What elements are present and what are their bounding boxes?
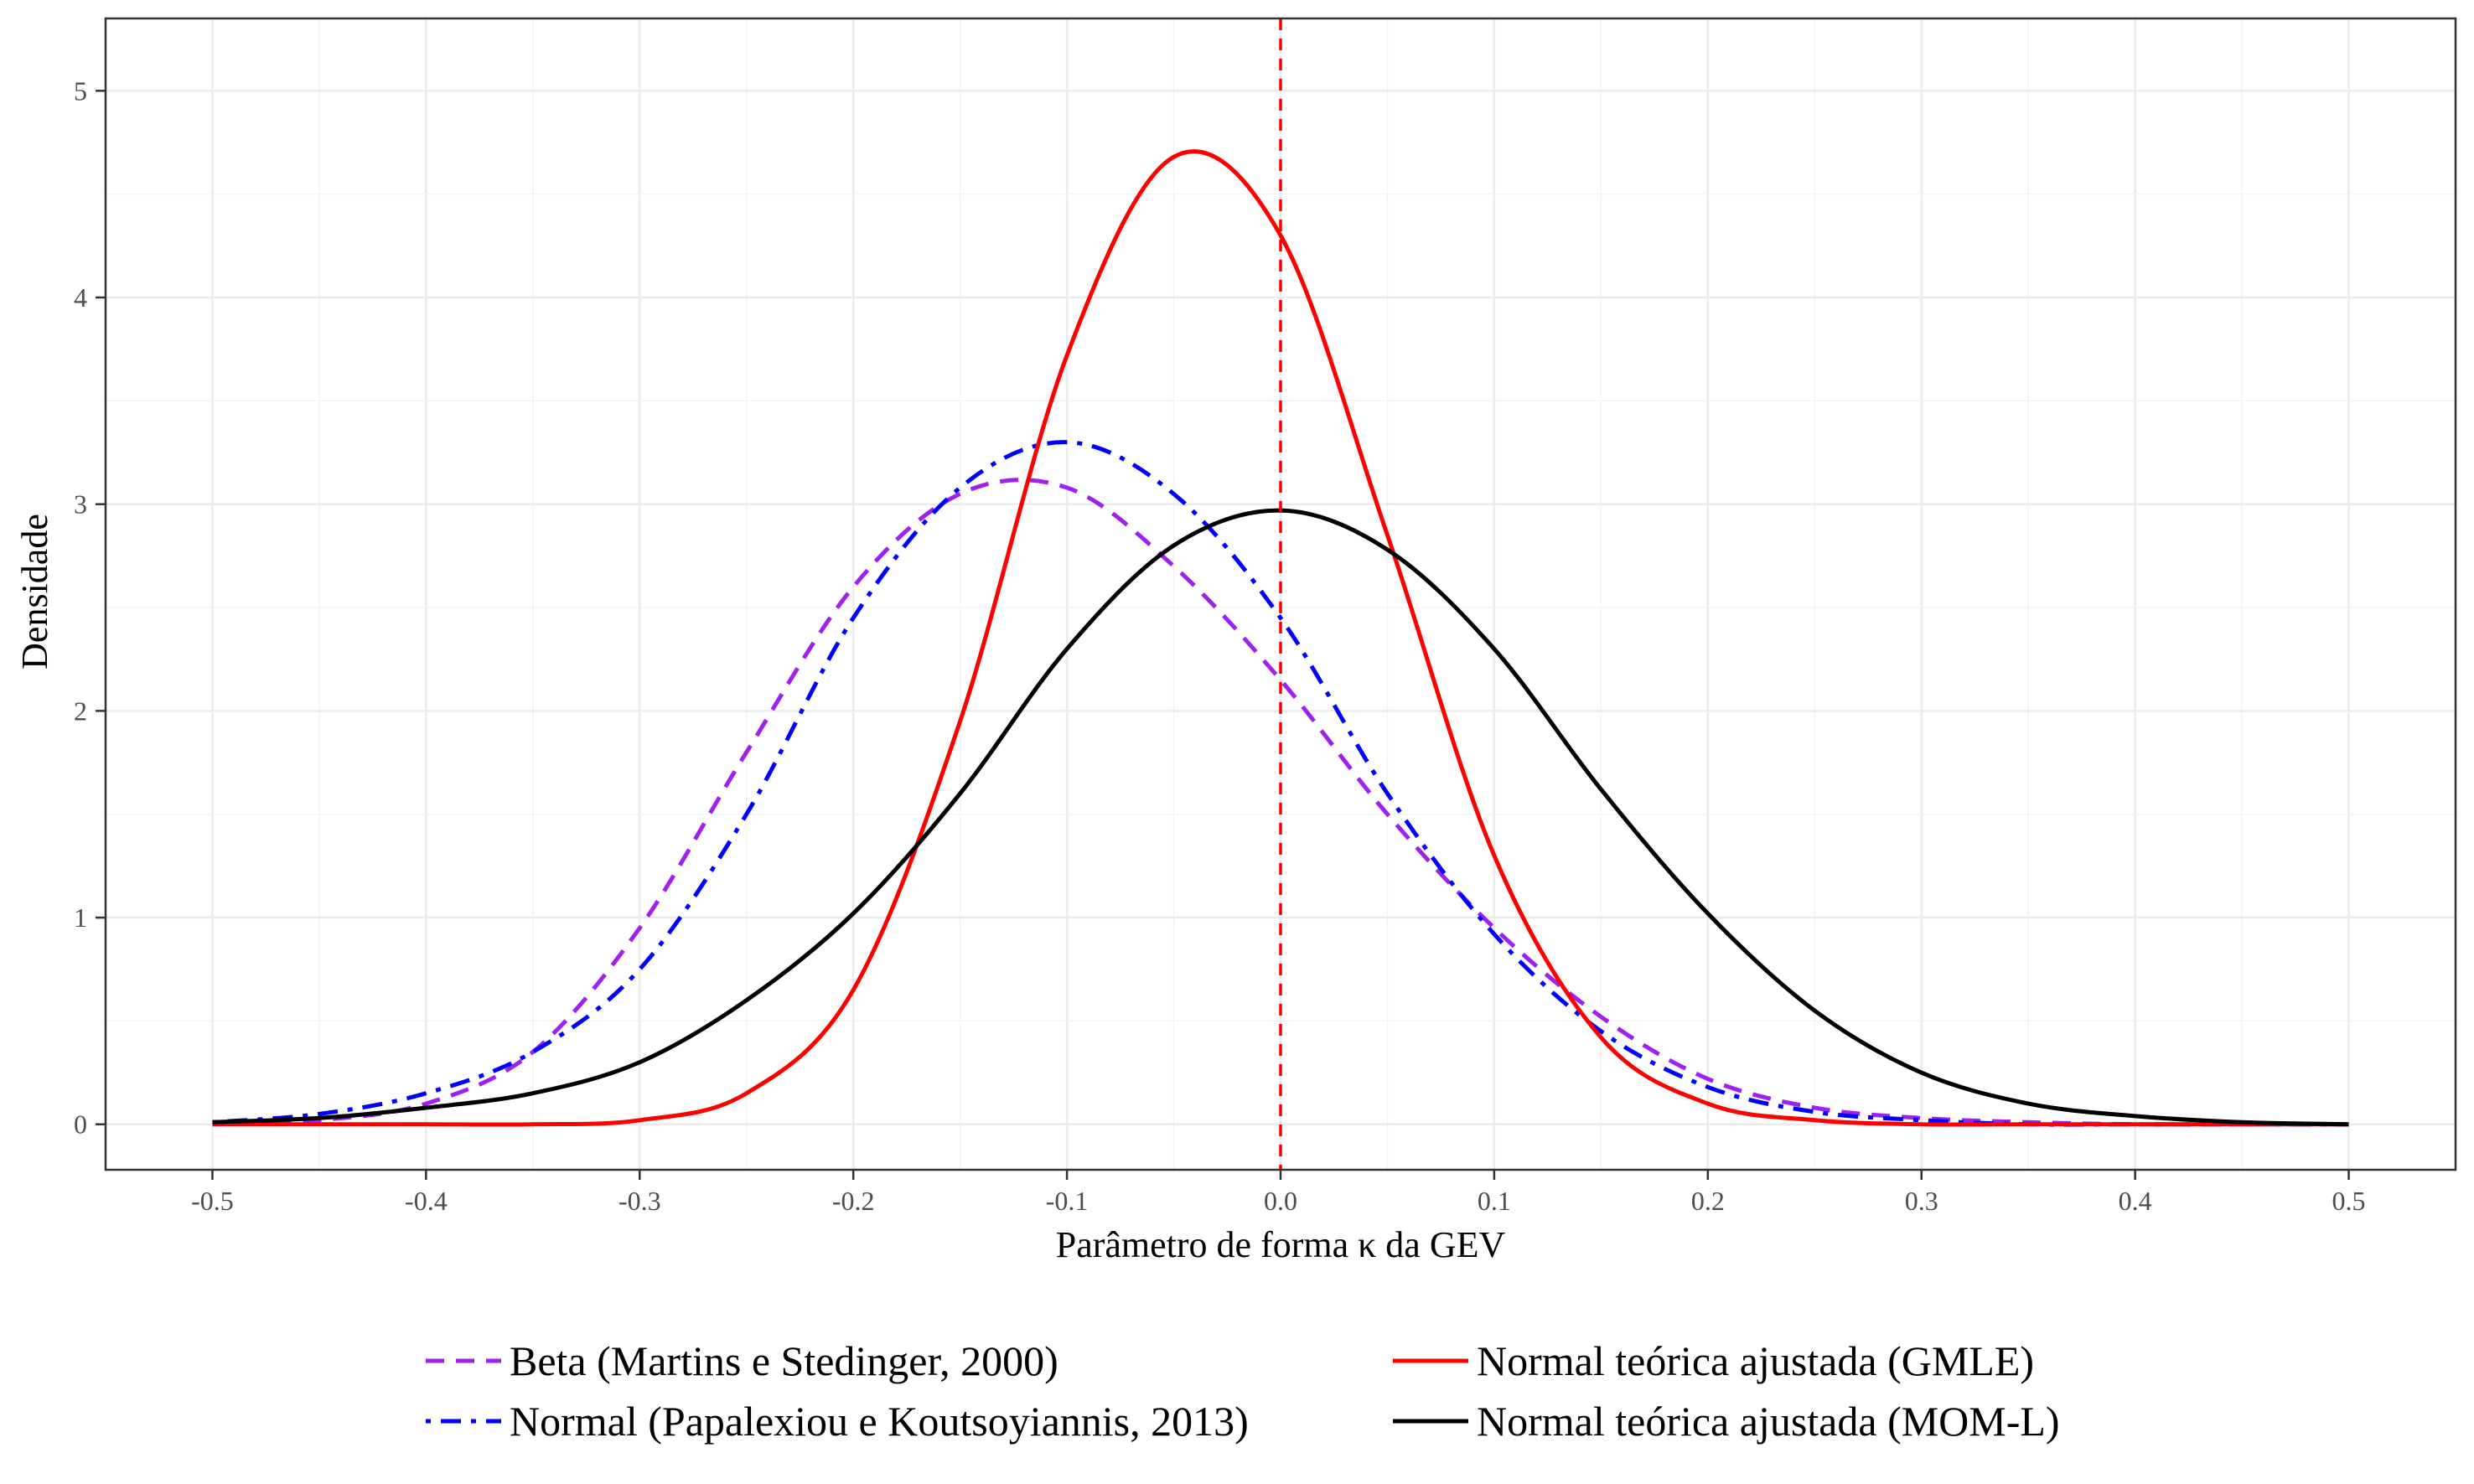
x-axis-ticks: -0.5 -0.4 -0.3 -0.2 -0.1 0.0 0.1 0.2 0.3 0.4 0.5 — [191, 1170, 2366, 1216]
y-tick-label: 4 — [74, 282, 87, 313]
legend-label-normal-teorica-ajustada-mom-l: Normal teórica ajustada (MOM-L) — [1477, 1398, 2060, 1445]
y-tick-label: 3 — [74, 489, 87, 520]
x-tick-label: -0.4 — [405, 1186, 448, 1216]
y-tick-label: 0 — [74, 1109, 87, 1140]
x-tick-label: 0.1 — [1478, 1186, 1511, 1216]
x-tick-label: -0.3 — [618, 1186, 661, 1216]
legend-label-normal-papalexiou-e-koutsoyiannis-2013: Normal (Papalexiou e Koutsoyiannis, 2013… — [510, 1398, 1249, 1445]
y-axis-title: Densidade — [14, 514, 55, 670]
y-tick-label: 2 — [74, 695, 87, 726]
y-tick-label: 5 — [74, 75, 87, 106]
y-axis-ticks: 0 1 2 3 4 5 — [74, 75, 106, 1140]
x-tick-label: -0.2 — [832, 1186, 875, 1216]
x-tick-label: 0.0 — [1264, 1186, 1297, 1216]
x-tick-label: 0.5 — [2332, 1186, 2366, 1216]
series-line-normal-teorica-ajustada-gmle — [212, 149, 2349, 1127]
y-tick-label: 1 — [74, 902, 87, 933]
x-axis-title: Parâmetro de forma κ da GEV — [1056, 1224, 1506, 1265]
x-tick-label: -0.5 — [191, 1186, 234, 1216]
x-tick-label: 0.4 — [2119, 1186, 2152, 1216]
x-tick-label: 0.2 — [1691, 1186, 1725, 1216]
grid-lines — [106, 18, 2456, 1170]
series-line-beta-martins-e-stedinger-2000 — [212, 478, 2349, 1127]
legend-label-normal-teorica-ajustada-gmle: Normal teórica ajustada (GMLE) — [1477, 1337, 2034, 1384]
legend-label-beta-martins-e-stedinger-2000: Beta (Martins e Stedinger, 2000) — [510, 1337, 1058, 1384]
x-tick-label: 0.3 — [1905, 1186, 1938, 1216]
legend: Beta (Martins e Stedinger, 2000) Normal (… — [426, 1337, 2060, 1445]
x-tick-label: -0.1 — [1046, 1186, 1089, 1216]
